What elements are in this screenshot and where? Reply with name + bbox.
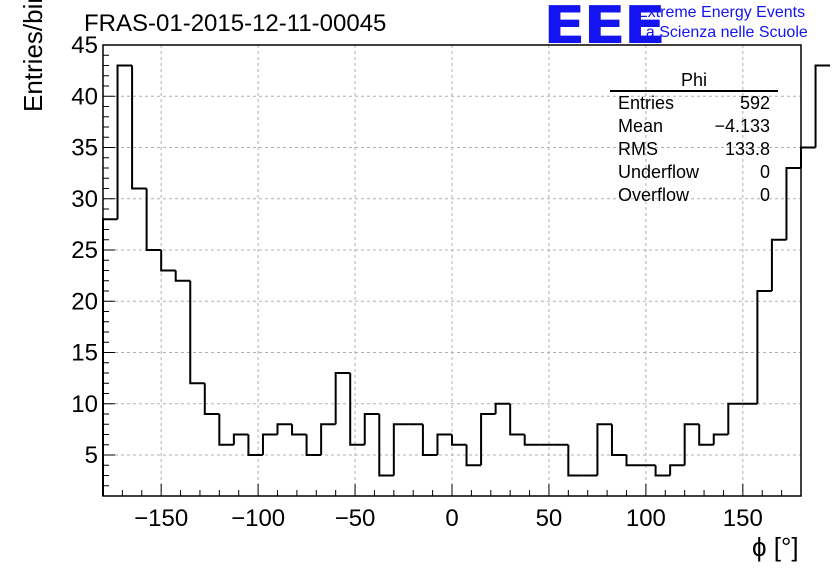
stats-key: RMS — [618, 139, 658, 159]
histogram-bin — [131, 65, 147, 190]
y-tick-label: 25 — [71, 237, 98, 264]
histogram-bin — [261, 433, 278, 455]
y-axis-label: Entries/bin — [18, 0, 48, 112]
histogram-bin — [436, 433, 452, 455]
stats-box: Phi Entries 592 Mean −4.133 RMS 133.8 Under… — [610, 70, 778, 207]
y-tick-label: 40 — [71, 83, 98, 110]
stats-value: 0 — [759, 185, 770, 205]
histogram-bin — [465, 444, 482, 467]
stats-row-underflow: Underflow 0 — [610, 161, 778, 184]
y-tick-label: 5 — [85, 442, 98, 469]
histogram-bin — [683, 423, 700, 466]
histogram-bin — [203, 383, 220, 415]
x-tick-label: 100 — [626, 505, 666, 532]
chart-title: FRAS-01-2015-12-11-00045 — [84, 10, 387, 37]
histogram-bin — [363, 413, 380, 445]
x-tick-label: 0 — [445, 505, 458, 532]
x-axis-label: ϕ [°] — [752, 532, 799, 562]
y-tick-label: 45 — [71, 32, 98, 59]
x-tick-label: −100 — [231, 505, 285, 532]
histogram-bin — [698, 424, 714, 446]
logo-caption-line2: La Scienza nelle Scuole — [637, 24, 808, 41]
histogram-bin — [116, 64, 133, 220]
histogram-bin — [800, 146, 816, 168]
stats-key: Underflow — [618, 162, 700, 182]
histogram-bin — [567, 444, 583, 477]
stats-value: −4.133 — [714, 116, 770, 136]
stats-key: Mean — [618, 116, 664, 136]
histogram-bin — [727, 402, 743, 435]
x-tick-label: −150 — [134, 505, 188, 532]
histogram-bin — [509, 403, 525, 436]
y-tick-label: 15 — [71, 340, 98, 367]
histogram-bin — [596, 423, 612, 476]
y-tick-label: 10 — [71, 391, 98, 418]
histogram-bin — [494, 402, 511, 414]
histogram-bin — [451, 434, 467, 446]
histogram-bin — [523, 434, 540, 446]
y-tick-label: 20 — [71, 288, 98, 315]
stats-row-rms: RMS 133.8 — [610, 138, 778, 161]
histogram-bin — [712, 433, 729, 445]
stats-key: Entries — [618, 93, 675, 113]
histogram-bin — [654, 465, 671, 477]
stats-value: 592 — [739, 93, 770, 113]
histogram-bin — [145, 188, 162, 251]
histogram-bin — [785, 167, 801, 240]
y-tick-label: 35 — [71, 135, 98, 162]
histogram-bin — [770, 238, 787, 291]
histogram-bin — [421, 424, 438, 456]
histogram-bin — [189, 280, 205, 385]
histogram-bin — [392, 423, 409, 476]
stats-value: 133.8 — [724, 139, 770, 159]
histogram-bin — [276, 423, 293, 435]
stats-key: Overflow — [618, 185, 690, 205]
histogram-bin — [174, 270, 191, 282]
y-tick-label: 30 — [71, 186, 98, 213]
histogram-bin — [232, 433, 249, 445]
stats-box-title: Phi — [610, 70, 778, 92]
stats-value: 0 — [759, 162, 770, 182]
histogram-bin — [305, 434, 322, 456]
logo-caption-line1: Extreme Energy Events — [637, 4, 806, 21]
histogram-bin — [610, 424, 627, 456]
x-tick-label: 50 — [536, 505, 563, 532]
histogram-bin — [160, 250, 176, 272]
histogram-bin — [814, 64, 831, 148]
histogram-bin — [247, 434, 263, 456]
histogram-bin — [320, 423, 336, 455]
stats-row-entries: Entries 592 — [610, 92, 778, 115]
histogram-bin — [334, 372, 351, 425]
histogram-bin — [756, 290, 772, 404]
histogram-bin — [102, 218, 118, 496]
histogram-bin — [480, 413, 496, 466]
stats-row-overflow: Overflow 0 — [610, 184, 778, 207]
histogram-bin — [378, 414, 394, 477]
x-tick-label: 150 — [723, 505, 763, 532]
x-tick-label: −50 — [335, 505, 376, 532]
histogram-bin — [625, 455, 642, 467]
histogram-bin — [669, 464, 685, 476]
histogram-bin — [349, 373, 365, 446]
histogram-bin — [218, 414, 234, 446]
histogram-bin — [291, 424, 307, 436]
stats-row-mean: Mean −4.133 — [610, 115, 778, 138]
